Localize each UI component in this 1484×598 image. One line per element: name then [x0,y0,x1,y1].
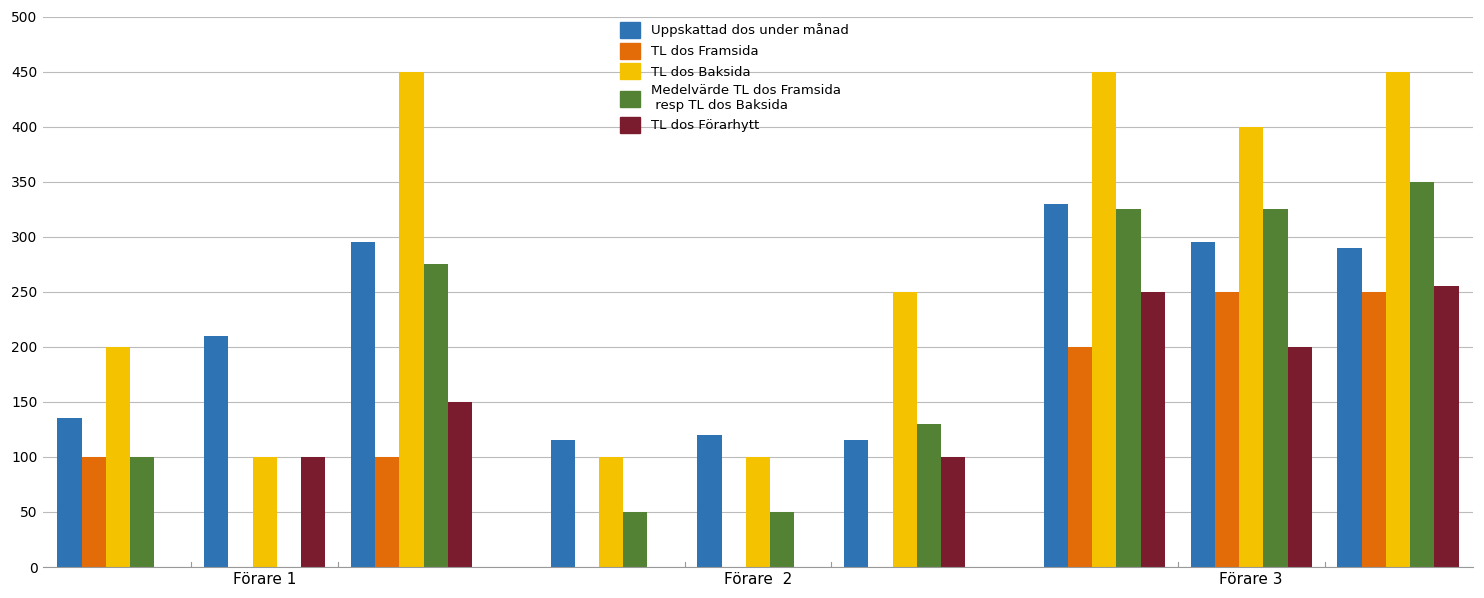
Bar [1190,242,1215,567]
Bar [448,402,472,567]
Bar [941,457,966,567]
Bar [131,457,154,567]
Bar [770,512,794,567]
Bar [1239,127,1263,567]
Bar [105,347,131,567]
Bar [1288,347,1312,567]
Bar [205,336,229,567]
Bar [1435,286,1459,567]
Bar [1068,347,1092,567]
Bar [600,457,623,567]
Bar [1337,248,1362,567]
Bar [1141,292,1165,567]
Bar [1410,182,1435,567]
Bar [350,242,375,567]
Bar [623,512,647,567]
Bar [917,424,941,567]
Bar [399,72,423,567]
Bar [423,264,448,567]
Bar [844,441,868,567]
Bar [1116,209,1141,567]
Bar [1043,204,1068,567]
Bar [58,419,82,567]
Bar [551,441,574,567]
Bar [1386,72,1410,567]
Bar [1362,292,1386,567]
Bar [697,435,721,567]
Bar [1215,292,1239,567]
Bar [82,457,105,567]
Legend: Uppskattad dos under månad, TL dos Framsida, TL dos Baksida, Medelvärde TL dos F: Uppskattad dos under månad, TL dos Frams… [614,17,853,138]
Bar [252,457,278,567]
Bar [893,292,917,567]
Bar [1092,72,1116,567]
Bar [301,457,325,567]
Bar [746,457,770,567]
Bar [1263,209,1288,567]
Bar [375,457,399,567]
